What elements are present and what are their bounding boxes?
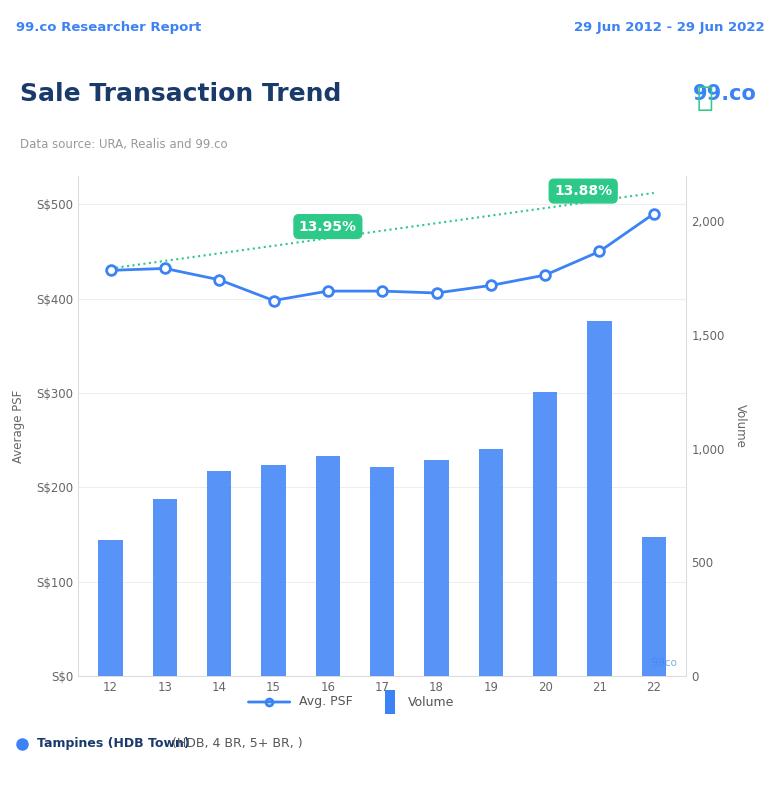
Bar — [370, 467, 395, 676]
Text: Volume: Volume — [408, 695, 454, 709]
Text: Tampines (HDB Town): Tampines (HDB Town) — [37, 738, 190, 750]
Text: 99.co Researcher Report: 99.co Researcher Report — [16, 21, 201, 34]
Bar — [479, 449, 503, 676]
Bar — [587, 322, 612, 676]
Text: 13.88%: 13.88% — [554, 184, 612, 198]
Bar — [153, 498, 177, 676]
Bar — [385, 690, 395, 714]
Text: Avg. PSF: Avg. PSF — [299, 695, 353, 709]
Bar — [642, 538, 666, 676]
Text: Data source: URA, Realis and 99.co: Data source: URA, Realis and 99.co — [20, 138, 227, 150]
Text: 29 Jun 2012 - 29 Jun 2022: 29 Jun 2012 - 29 Jun 2022 — [574, 21, 764, 34]
Bar — [533, 392, 558, 676]
Text: ⌖: ⌖ — [697, 84, 714, 112]
Y-axis label: Average PSF: Average PSF — [12, 390, 25, 462]
Text: 99co: 99co — [645, 658, 677, 669]
Bar — [207, 471, 232, 676]
Text: 99.co: 99.co — [693, 84, 757, 104]
Text: 13.95%: 13.95% — [299, 219, 357, 234]
Bar — [261, 465, 285, 676]
Text: Sale Transaction Trend: Sale Transaction Trend — [20, 82, 341, 106]
Y-axis label: Volume: Volume — [734, 404, 747, 448]
Bar — [98, 540, 122, 676]
Text: (HDB, 4 BR, 5+ BR, ): (HDB, 4 BR, 5+ BR, ) — [168, 738, 303, 750]
Bar — [424, 460, 448, 676]
Bar — [316, 455, 340, 676]
